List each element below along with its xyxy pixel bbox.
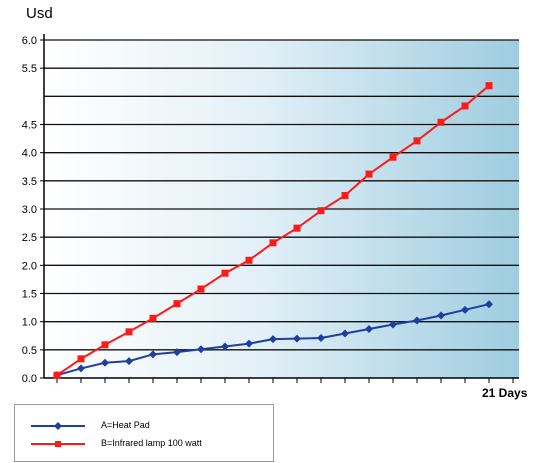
data-point-infrared-lamp [293,224,301,232]
data-point-heat-pad [197,345,205,354]
data-point-infrared-lamp [197,285,205,293]
x-axis-title: 21 Days [482,386,528,400]
y-tick-label: 2.5 [22,232,37,244]
data-point-infrared-lamp [53,371,61,379]
data-point-heat-pad [437,311,445,320]
legend: A=Heat Pad B=Infrared lamp 100 watt [14,404,274,462]
y-tick-label: 5.5 [22,63,37,75]
data-point-infrared-lamp [77,355,85,363]
data-point-infrared-lamp [149,314,157,322]
data-point-heat-pad [221,342,229,351]
data-point-infrared-lamp [413,137,421,145]
y-tick-label: 3.5 [22,176,37,188]
data-point-infrared-lamp [437,118,445,126]
data-point-infrared-lamp [365,170,373,178]
y-tick-label: 1.5 [22,289,37,301]
data-point-infrared-lamp [317,207,325,215]
data-point-infrared-lamp [389,153,397,161]
y-tick-label: 2.0 [22,260,37,272]
data-point-infrared-lamp [125,328,133,336]
y-tick-label: 3.0 [22,204,37,216]
y-axis-title: Usd [26,5,53,22]
y-tick-label: 0.5 [22,345,37,357]
data-point-heat-pad [125,357,133,366]
legend-swatch-heat-pad [31,422,85,430]
data-point-heat-pad [245,339,253,348]
data-point-heat-pad [173,348,181,357]
y-tick-label: 4.0 [22,148,37,160]
data-point-heat-pad [149,350,157,359]
y-tick-label: 4.5 [22,120,37,132]
y-tick-label: 1.0 [22,317,37,329]
data-point-infrared-lamp [341,191,349,199]
data-point-heat-pad [413,316,421,325]
line-chart: 0.0 0.5 1.0 1.5 2.0 2.5 3.0 3.5 4.0 4.5 5.5 6.0 Usd… [22,5,528,400]
y-tick-label: 6.0 [22,35,37,47]
legend-entry-heat-pad: A=Heat Pad [15,419,271,435]
data-point-heat-pad [293,334,301,343]
data-point-heat-pad [77,364,85,373]
data-point-heat-pad [389,320,397,329]
legend-swatch-infrared-lamp [31,441,85,447]
data-point-infrared-lamp [221,269,229,277]
data-point-heat-pad [317,334,325,343]
data-point-infrared-lamp [101,341,109,349]
data-point-heat-pad [101,358,109,367]
legend-label-heat-pad: A=Heat Pad [101,420,150,430]
data-point-infrared-lamp [173,300,181,308]
data-point-infrared-lamp [245,256,253,264]
data-point-heat-pad [341,329,349,338]
data-point-infrared-lamp [485,82,493,90]
data-point-heat-pad [269,335,277,344]
y-tick-label: 0.0 [22,373,37,385]
data-point-heat-pad [365,324,373,333]
data-point-heat-pad [461,305,469,314]
data-point-infrared-lamp [269,239,277,247]
data-point-infrared-lamp [461,102,469,110]
legend-label-infrared-lamp: B=Infrared lamp 100 watt [101,438,202,448]
data-point-heat-pad [485,300,493,309]
legend-entry-infrared-lamp: B=Infrared lamp 100 watt [15,437,271,453]
